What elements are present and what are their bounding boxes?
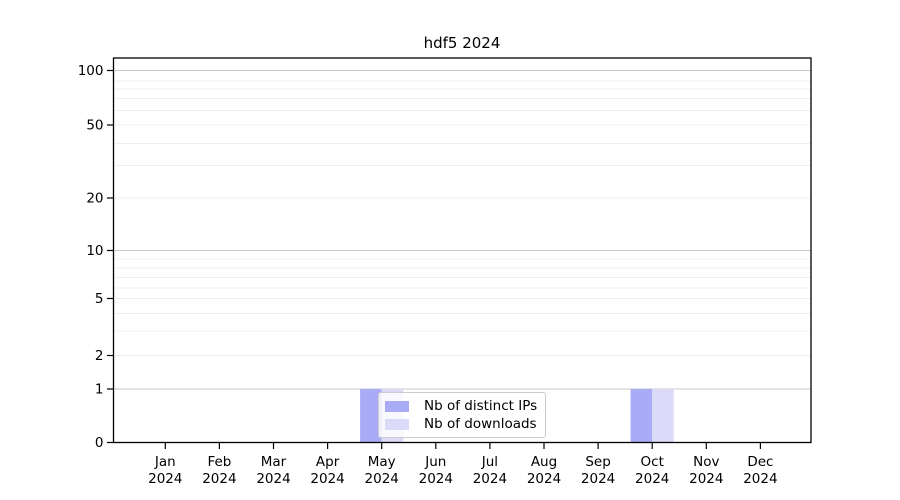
y-tick-label: 20 — [86, 191, 103, 207]
x-tick-label-month: Apr — [316, 454, 340, 470]
legend-swatch-series0 — [385, 401, 409, 412]
bar-oct-series1 — [652, 389, 674, 443]
x-tick-label-month: Aug — [531, 454, 557, 470]
legend-item: Nb of downloads — [385, 417, 537, 432]
x-tick-label-month: Oct — [641, 454, 664, 470]
chart-title: hdf5 2024 — [423, 34, 501, 52]
bar-may-series0 — [360, 389, 382, 443]
y-tick-label: 10 — [86, 243, 103, 259]
x-tick-label-month: Jul — [481, 454, 498, 470]
x-tick-label-month: Feb — [207, 454, 231, 470]
x-tick-label-year: 2024 — [419, 471, 453, 487]
x-tick-label-year: 2024 — [635, 471, 669, 487]
legend: Nb of distinct IPs Nb of downloads — [378, 392, 546, 438]
legend-item: Nb of distinct IPs — [385, 399, 537, 414]
x-tick-label-year: 2024 — [743, 471, 777, 487]
y-tick-label: 5 — [95, 291, 104, 307]
x-tick-label-month: Jun — [424, 454, 446, 470]
bar-oct-series0 — [630, 389, 653, 443]
x-tick-label-month: Jan — [154, 454, 176, 470]
x-tick-label-month: Dec — [747, 454, 773, 470]
x-tick-label-month: Nov — [693, 454, 719, 470]
y-tick-label: 0 — [95, 435, 104, 451]
x-tick-label-month: Sep — [585, 454, 610, 470]
legend-label: Nb of downloads — [424, 416, 537, 432]
x-tick-label-year: 2024 — [689, 471, 723, 487]
legend-swatch-series1 — [385, 419, 409, 430]
x-tick-label-year: 2024 — [310, 471, 344, 487]
x-tick-label-month: May — [368, 454, 396, 470]
y-tick-label: 1 — [95, 382, 104, 398]
x-tick-label-year: 2024 — [148, 471, 182, 487]
x-tick-label-year: 2024 — [202, 471, 236, 487]
x-tick-label-year: 2024 — [473, 471, 507, 487]
y-tick-label: 50 — [86, 118, 103, 134]
y-tick-label: 100 — [78, 63, 104, 79]
x-tick-label-year: 2024 — [365, 471, 399, 487]
x-tick-label-month: Mar — [261, 454, 287, 470]
y-tick-label: 2 — [95, 348, 104, 364]
x-tick-label-year: 2024 — [256, 471, 290, 487]
x-tick-label-year: 2024 — [581, 471, 615, 487]
x-tick-label-year: 2024 — [527, 471, 561, 487]
legend-label: Nb of distinct IPs — [424, 398, 538, 414]
